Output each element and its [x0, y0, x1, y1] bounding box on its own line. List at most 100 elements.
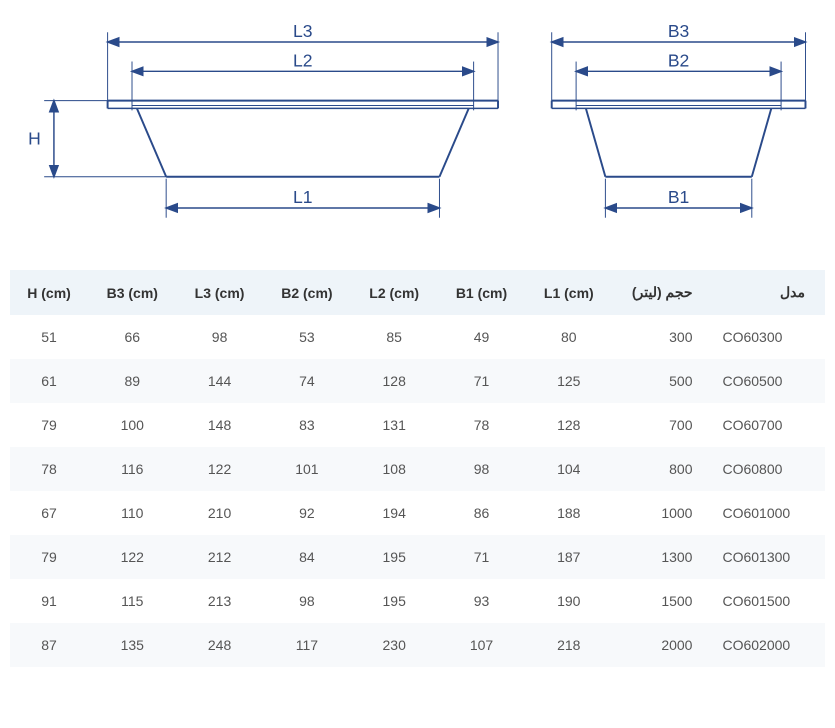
table-cell: 210	[176, 491, 262, 535]
table-row: 61891447412871125500CO60500	[10, 359, 825, 403]
label-L3: L3	[293, 21, 313, 41]
table-cell: CO60800	[712, 447, 825, 491]
table-cell: 230	[351, 623, 437, 667]
table-row: 791001488313178128700CO60700	[10, 403, 825, 447]
table-cell: 213	[176, 579, 262, 623]
table-cell: CO602000	[712, 623, 825, 667]
table-cell: 80	[526, 315, 612, 359]
col-model: مدل	[712, 270, 825, 315]
table-cell: 71	[437, 535, 525, 579]
table-cell: 128	[351, 359, 437, 403]
table-cell: 66	[88, 315, 176, 359]
table-cell: 100	[88, 403, 176, 447]
col-L3: L3 (cm)	[176, 270, 262, 315]
table-cell: 98	[176, 315, 262, 359]
table-cell: 116	[88, 447, 176, 491]
table-cell: 91	[10, 579, 88, 623]
table-row: 9111521398195931901500CO601500	[10, 579, 825, 623]
label-L2: L2	[293, 50, 313, 70]
table-cell: 49	[437, 315, 525, 359]
table-header-row: H (cm) B3 (cm) L3 (cm) B2 (cm) L2 (cm) B…	[10, 270, 825, 315]
table-row: 7811612210110898104800CO60800	[10, 447, 825, 491]
table-row: 7912221284195711871300CO601300	[10, 535, 825, 579]
col-B1: B1 (cm)	[437, 270, 525, 315]
table-cell: 700	[612, 403, 713, 447]
table-cell: 89	[88, 359, 176, 403]
table-cell: 79	[10, 535, 88, 579]
table-cell: 53	[263, 315, 351, 359]
table-cell: 92	[263, 491, 351, 535]
label-B1: B1	[668, 187, 689, 207]
label-B3: B3	[668, 21, 689, 41]
table-cell: 87	[10, 623, 88, 667]
table-cell: CO60300	[712, 315, 825, 359]
table-cell: 135	[88, 623, 176, 667]
col-volume: حجم (لیتر)	[612, 270, 713, 315]
table-cell: 187	[526, 535, 612, 579]
technical-diagram: L3 L2 L1	[10, 10, 825, 240]
table-cell: 1300	[612, 535, 713, 579]
table-row: 6711021092194861881000CO601000	[10, 491, 825, 535]
col-H: H (cm)	[10, 270, 88, 315]
table-cell: 1500	[612, 579, 713, 623]
table-cell: 101	[263, 447, 351, 491]
table-cell: 110	[88, 491, 176, 535]
table-cell: 144	[176, 359, 262, 403]
table-cell: 2000	[612, 623, 713, 667]
table-cell: 212	[176, 535, 262, 579]
col-B3: B3 (cm)	[88, 270, 176, 315]
table-cell: CO60500	[712, 359, 825, 403]
table-body: 51669853854980300CO603006189144741287112…	[10, 315, 825, 667]
table-cell: 115	[88, 579, 176, 623]
table-cell: 98	[263, 579, 351, 623]
table-cell: 218	[526, 623, 612, 667]
table-cell: 195	[351, 535, 437, 579]
table-cell: 248	[176, 623, 262, 667]
table-cell: 800	[612, 447, 713, 491]
table-cell: CO601300	[712, 535, 825, 579]
table-cell: 79	[10, 403, 88, 447]
label-H: H	[28, 129, 41, 149]
table-cell: 108	[351, 447, 437, 491]
table-cell: 500	[612, 359, 713, 403]
table-cell: 148	[176, 403, 262, 447]
table-cell: 93	[437, 579, 525, 623]
table-cell: 61	[10, 359, 88, 403]
table-cell: 122	[176, 447, 262, 491]
diagram-svg: L3 L2 L1	[10, 10, 825, 240]
table-cell: 71	[437, 359, 525, 403]
table-cell: 74	[263, 359, 351, 403]
table-cell: CO60700	[712, 403, 825, 447]
table-cell: 122	[88, 535, 176, 579]
col-L1: L1 (cm)	[526, 270, 612, 315]
table-header: H (cm) B3 (cm) L3 (cm) B2 (cm) L2 (cm) B…	[10, 270, 825, 315]
page-container: L3 L2 L1	[0, 0, 835, 677]
table-cell: CO601500	[712, 579, 825, 623]
table-cell: 98	[437, 447, 525, 491]
table-cell: 195	[351, 579, 437, 623]
table-cell: 85	[351, 315, 437, 359]
table-cell: 83	[263, 403, 351, 447]
table-cell: 190	[526, 579, 612, 623]
table-cell: CO601000	[712, 491, 825, 535]
table-cell: 131	[351, 403, 437, 447]
label-L1: L1	[293, 187, 313, 207]
table-cell: 78	[10, 447, 88, 491]
table-cell: 188	[526, 491, 612, 535]
table-cell: 300	[612, 315, 713, 359]
table-cell: 117	[263, 623, 351, 667]
table-cell: 67	[10, 491, 88, 535]
table-row: 871352481172301072182000CO602000	[10, 623, 825, 667]
table-cell: 1000	[612, 491, 713, 535]
table-cell: 128	[526, 403, 612, 447]
table-cell: 51	[10, 315, 88, 359]
table-cell: 125	[526, 359, 612, 403]
spec-table-container: H (cm) B3 (cm) L3 (cm) B2 (cm) L2 (cm) B…	[10, 270, 825, 667]
table-row: 51669853854980300CO60300	[10, 315, 825, 359]
table-cell: 78	[437, 403, 525, 447]
table-cell: 194	[351, 491, 437, 535]
col-B2: B2 (cm)	[263, 270, 351, 315]
table-cell: 104	[526, 447, 612, 491]
table-cell: 84	[263, 535, 351, 579]
spec-table: H (cm) B3 (cm) L3 (cm) B2 (cm) L2 (cm) B…	[10, 270, 825, 667]
